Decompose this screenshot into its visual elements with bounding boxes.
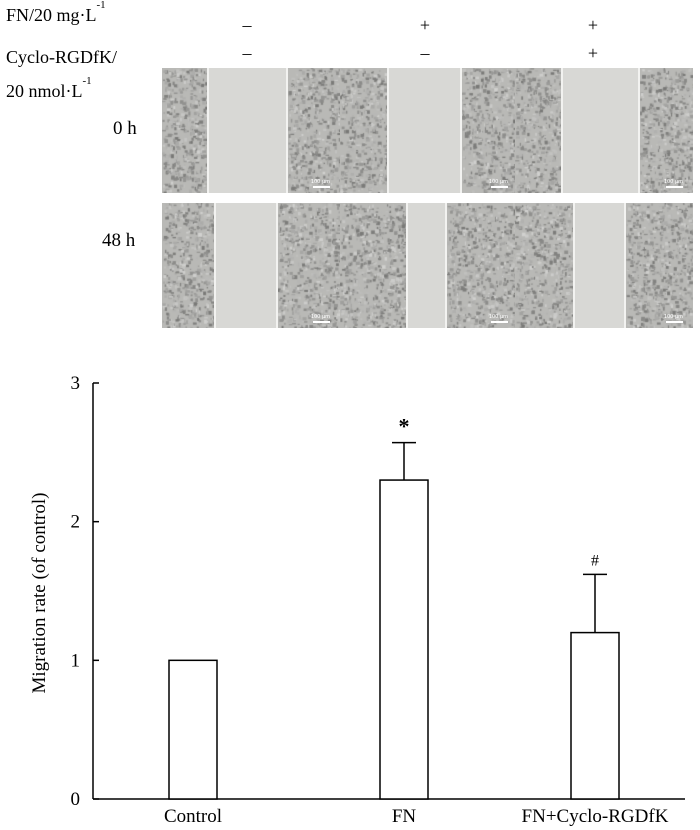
time-label-0h: 0 h — [113, 118, 137, 139]
scale-bar-label: 100 μm — [488, 179, 508, 185]
rgd-label-line2: 20 nmol·L-1 — [6, 75, 92, 101]
micrograph-control-0h: 100 μm — [162, 68, 340, 193]
time-label-48h: 48 h — [102, 230, 136, 251]
fn-sign-fn-rgd: + — [587, 15, 599, 35]
bar — [570, 631, 620, 800]
x-tick-label: FN — [392, 806, 417, 827]
y-tick-label: 3 — [71, 373, 81, 394]
bar — [168, 659, 218, 800]
micrograph-control-48h: 100 μm — [162, 203, 340, 328]
rgd-sign-fn-rgd: + — [587, 43, 599, 63]
rgd-sign-fn: – — [420, 43, 430, 63]
fn-label-exponent: -1 — [96, 0, 106, 11]
scale-bar-label: 100 μm — [663, 179, 683, 185]
rgd-label-line1: Cyclo-RGDfK/ — [6, 47, 117, 67]
rgd-sign-control: – — [242, 43, 252, 63]
y-axis-label: Migration rate (of control) — [29, 492, 50, 693]
fn-sign-fn: + — [419, 15, 431, 35]
scale-bar-label: 100 μm — [488, 314, 508, 320]
x-tick-label: Control — [164, 806, 222, 827]
y-tick-label: 0 — [71, 789, 81, 810]
rgd-label-exponent: -1 — [82, 75, 92, 87]
micrograph-fn-rgd-48h: 100 μm — [515, 203, 693, 328]
significance-marker: * — [399, 414, 410, 439]
bar — [379, 479, 429, 800]
y-tick-label: 1 — [71, 650, 81, 671]
micrograph-fn-rgd-0h: 100 μm — [515, 68, 693, 193]
micrograph-fn-0h: 100 μm — [340, 68, 518, 193]
micrograph-fn-48h: 100 μm — [340, 203, 518, 328]
x-tick-label: FN+Cyclo-RGDfK — [522, 806, 669, 827]
scale-bar-label: 100 μm — [310, 179, 330, 185]
scale-bar-label: 100 μm — [663, 314, 683, 320]
y-tick-label: 2 — [71, 512, 81, 533]
fn-label: FN/20 mg·L-1 — [6, 0, 106, 25]
fn-sign-control: – — [242, 15, 252, 35]
scale-bar-label: 100 μm — [310, 314, 330, 320]
significance-marker: # — [591, 552, 599, 569]
